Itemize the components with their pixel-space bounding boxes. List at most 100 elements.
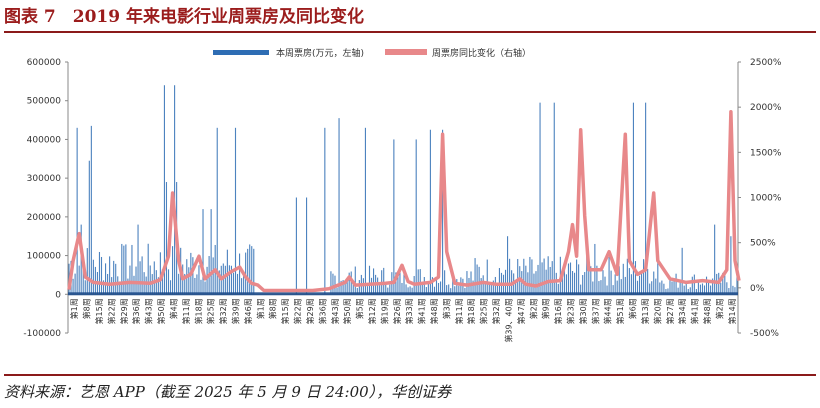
bar [417,269,419,295]
x-axis: 第1周 第8周 第15周 第22周 第29周 第36周 第43周 第50周 第4周 第11周 第18… [69,298,737,342]
bar [695,289,697,295]
bar [82,263,84,295]
bar [663,283,665,295]
bar [348,272,350,295]
bar [567,263,570,295]
bar [364,127,366,295]
x-tick-label: 第13周 [640,298,650,324]
bar [592,281,594,295]
bar [675,273,677,295]
bar [730,236,732,295]
bar [84,280,86,295]
x-tick-label: 第20周 [652,298,662,324]
bar [588,256,590,295]
bar [421,284,423,295]
bar [624,276,626,295]
x-tick-label: 第25周 [206,298,216,324]
x-tick-label: 第36周 [131,298,141,324]
bar [200,279,202,295]
bar [115,263,117,295]
bar [247,248,249,295]
bar [492,280,494,295]
bar [553,102,555,295]
bar [403,269,405,295]
bar [630,274,632,295]
bar [569,262,572,295]
x-tick-label: 第48周 [429,298,439,324]
bar [440,281,442,295]
bar [427,281,429,295]
bar [649,283,651,295]
bar [454,286,456,295]
x-tick-label: 第39、40周 [504,298,514,342]
bar [366,286,369,295]
bar [590,266,592,295]
x-tick-label: 第15周 [94,298,104,324]
x-tick-label: 第9周 [541,298,551,319]
bar [385,282,387,295]
x-tick-label: 第36周 [317,298,327,324]
bar [332,273,334,295]
bar [673,279,675,295]
x-tick-label: 第3周 [441,298,451,319]
bar [253,248,255,295]
x-tick-label: 第1周 [69,298,79,319]
bar [699,284,701,295]
bar [92,259,94,295]
bar [295,197,297,295]
bar [610,270,612,295]
left-tick-label: 500000 [27,97,62,107]
bar [172,246,174,295]
bar [452,274,454,295]
bar [232,272,235,295]
bar [415,139,417,295]
x-tick-label: 第14周 [727,298,737,324]
bar [537,264,539,295]
bar [728,288,730,295]
bar [608,257,610,295]
bar [669,276,671,295]
bar [98,251,101,295]
bar [712,278,714,295]
bar [346,279,348,295]
bar [724,275,726,295]
bar [616,280,618,295]
bar [241,278,243,295]
x-tick-label: 第29周 [305,298,315,324]
bar [557,283,559,295]
bar [433,286,436,295]
bar [474,258,476,295]
bar [456,279,458,295]
bar [622,263,624,295]
bar [565,274,567,295]
x-tick-label: 第18周 [193,298,203,324]
source-note: 资料来源：艺恩 APP（截至 2025 年 5 月 9 日 24:00），华创证… [4,383,452,401]
x-tick-label: 第27周 [665,298,675,324]
bar [251,246,253,295]
bar [586,255,588,295]
bar [535,271,537,295]
bar [356,288,358,295]
left-tick-label: 200000 [27,213,62,223]
bar [444,270,446,295]
bar [525,265,527,295]
bar [689,287,691,295]
bar [188,267,190,295]
x-tick-label: 第50周 [342,298,352,324]
bar [236,273,239,295]
bar [210,209,212,295]
bar [716,273,718,295]
bar [409,286,411,295]
bar [125,244,127,295]
right-axis: 2500% 2000% 1500% 1000% 500% 0% -500% [737,58,782,339]
source-rule [4,374,816,376]
bar [665,289,667,295]
bar [425,287,427,295]
x-tick-label: 第39周 [231,298,241,324]
bar [541,262,543,295]
bar [234,127,237,295]
bar [482,275,484,295]
x-tick-label: 第29周 [119,298,129,324]
bar [632,102,634,295]
x-tick-label: 第5周 [355,298,365,319]
